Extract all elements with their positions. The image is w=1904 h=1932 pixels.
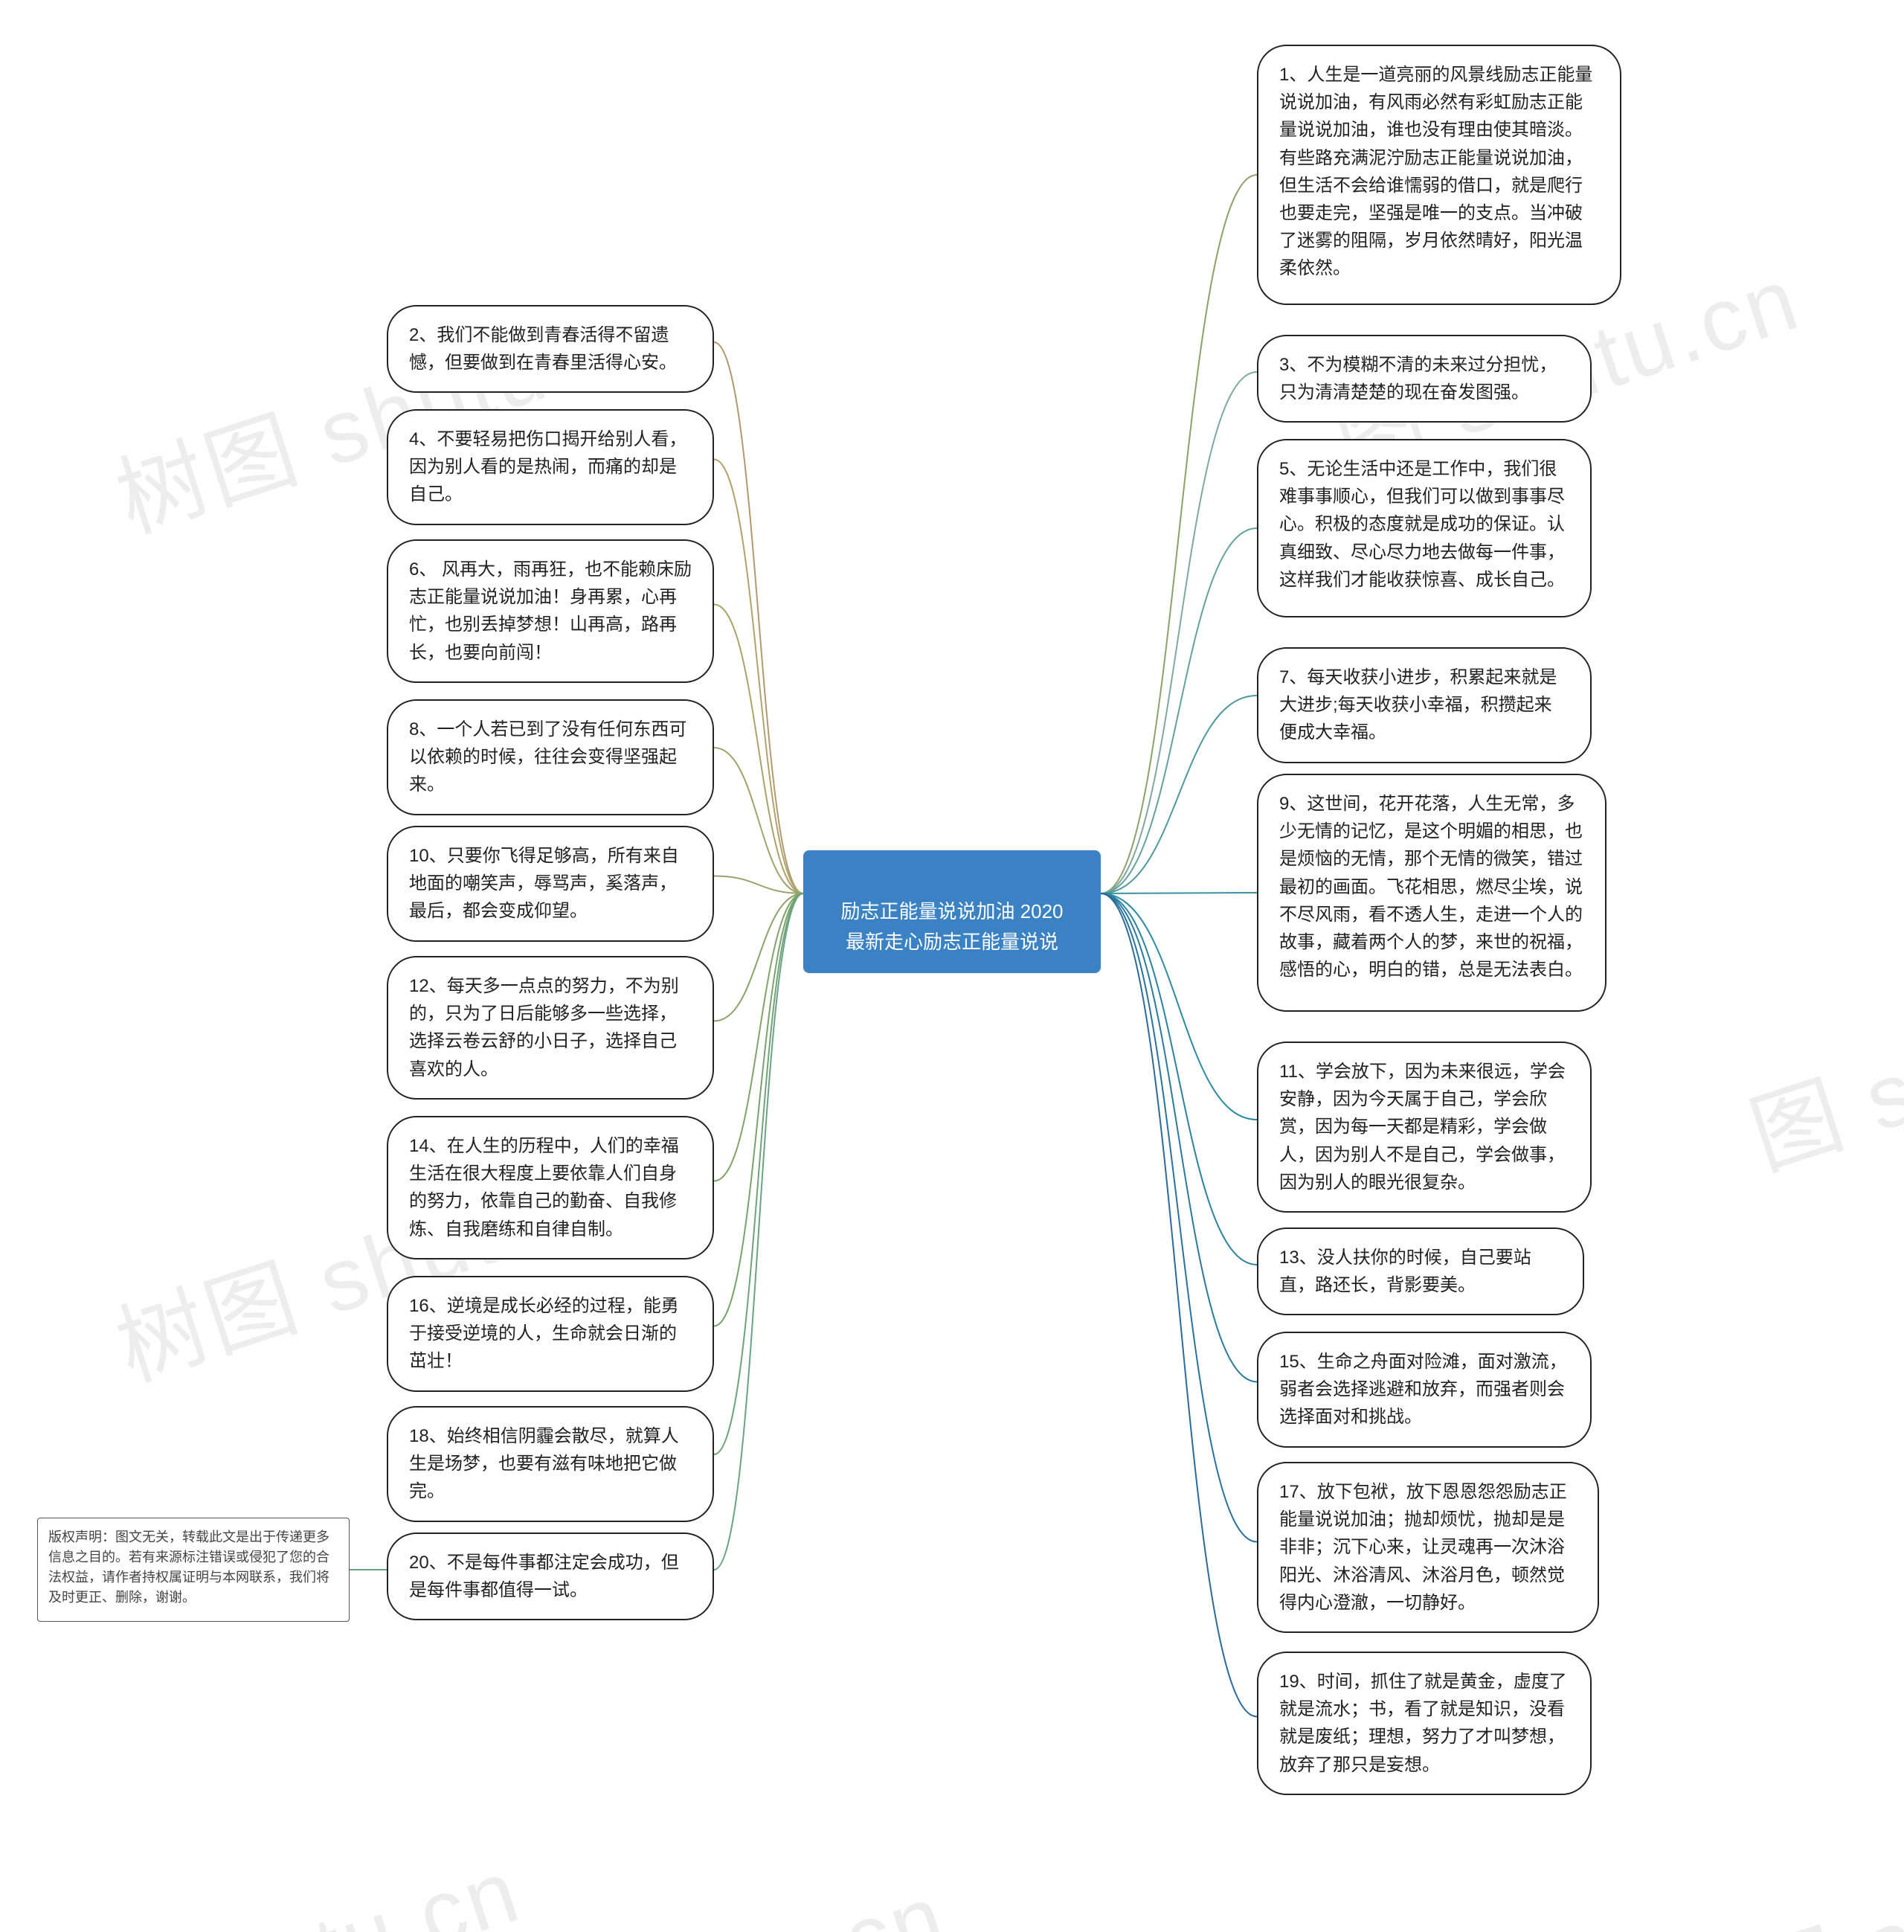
node-r11: 11、学会放下，因为未来很远，学会安静，因为今天属于自己，学会欣赏，因为每一天都… [1257, 1042, 1592, 1213]
node-l4: 4、不要轻易把伤口揭开给别人看，因为别人看的是热闹，而痛的却是自己。 [387, 409, 714, 525]
node-text: 8、一个人若已到了没有任何东西可以依赖的时候，往往会变得坚强起来。 [409, 719, 686, 795]
node-text: 12、每天多一点点的努力，不为别的，只为了日后能够多一些选择，选择云卷云舒的小日… [409, 976, 679, 1079]
watermark: 图 shutu.cn [36, 1818, 534, 1932]
node-l16: 16、逆境是成长必经的过程，能勇于接受逆境的人，生命就会日渐的茁壮！ [387, 1276, 714, 1392]
node-text: 15、生命之舟面对险滩，面对激流，弱者会选择逃避和放弃，而强者则会选择面对和挑战… [1279, 1352, 1567, 1427]
node-r9: 9、这世间，花开花落，人生无常，多少无情的记忆，是这个明媚的相思，也是烦恼的无情… [1257, 774, 1606, 1012]
node-r19: 19、时间，抓住了就是黄金，虚度了就是流水；书，看了就是知识，没看就是废纸；理想… [1257, 1652, 1592, 1795]
node-text: 14、在人生的历程中，人们的幸福生活在很大程度上要依靠人们自身的努力，依靠自己的… [409, 1136, 679, 1239]
copyright-text: 版权声明：图文无关，转载此文是出于传递更多信息之目的。若有来源标注错误或侵犯了您… [48, 1530, 329, 1605]
node-l2: 2、我们不能做到青春活得不留遗憾，但要做到在青春里活得心安。 [387, 305, 714, 393]
copyright-notice: 版权声明：图文无关，转载此文是出于传递更多信息之目的。若有来源标注错误或侵犯了您… [37, 1518, 350, 1622]
watermark: 图 s [1732, 1867, 1904, 1932]
node-text: 16、逆境是成长必经的过程，能勇于接受逆境的人，生命就会日渐的茁壮！ [409, 1296, 679, 1371]
node-text: 9、这世间，花开花落，人生无常，多少无情的记忆，是这个明媚的相思，也是烦恼的无情… [1279, 794, 1583, 980]
node-text: 19、时间，抓住了就是黄金，虚度了就是流水；书，看了就是知识，没看就是废纸；理想… [1279, 1672, 1567, 1775]
node-l14: 14、在人生的历程中，人们的幸福生活在很大程度上要依靠人们自身的努力，依靠自己的… [387, 1116, 714, 1259]
node-text: 1、人生是一道亮丽的风景线励志正能量说说加油，有风雨必然有彩虹励志正能量说说加油… [1279, 65, 1592, 278]
node-r17: 17、放下包袱，放下恩恩怨怨励志正能量说说加油；抛却烦忧，抛却是是非非；沉下心来… [1257, 1462, 1599, 1633]
mindmap-canvas: { "canvas": { "width": 2560, "height": 2… [0, 0, 1904, 1932]
node-l20: 20、不是每件事都注定会成功，但是每件事都值得一试。 [387, 1533, 714, 1620]
node-r5: 5、无论生活中还是工作中，我们很难事事顺心，但我们可以做到事事尽心。积极的态度就… [1257, 439, 1592, 617]
center-topic: 励志正能量说说加油 2020 最新走心励志正能量说说 [803, 850, 1101, 973]
node-l10: 10、只要你飞得足够高，所有来自地面的嘲笑声，辱骂声，奚落声，最后，都会变成仰望… [387, 826, 714, 942]
node-text: 3、不为模糊不清的未来过分担忧，只为清清楚楚的现在奋发图强。 [1279, 355, 1557, 402]
node-text: 17、放下包袱，放下恩恩怨怨励志正能量说说加油；抛却烦忧，抛却是是非非；沉下心来… [1279, 1482, 1567, 1613]
node-text: 11、学会放下，因为未来很远，学会安静，因为今天属于自己，学会欣赏，因为每一天都… [1279, 1062, 1566, 1193]
node-text: 5、无论生活中还是工作中，我们很难事事顺心，但我们可以做到事事尽心。积极的态度就… [1279, 459, 1565, 590]
node-l8: 8、一个人若已到了没有任何东西可以依赖的时候，往往会变得坚强起来。 [387, 699, 714, 815]
node-l12: 12、每天多一点点的努力，不为别的，只为了日后能够多一些选择，选择云卷云舒的小日… [387, 956, 714, 1100]
node-text: 7、每天收获小进步，积累起来就是大进步;每天收获小幸福，积攒起来便成大幸福。 [1279, 667, 1557, 742]
node-text: 4、不要轻易把伤口揭开给别人看，因为别人看的是热闹，而痛的却是自己。 [409, 429, 686, 504]
watermark: u.cn [755, 1864, 959, 1932]
node-text: 2、我们不能做到青春活得不留遗憾，但要做到在青春里活得心安。 [409, 325, 677, 373]
node-r3: 3、不为模糊不清的未来过分担忧，只为清清楚楚的现在奋发图强。 [1257, 335, 1592, 423]
node-text: 18、始终相信阴霾会散尽，就算人生是场梦，也要有滋有味地把它做完。 [409, 1426, 679, 1501]
node-text: 20、不是每件事都注定会成功，但是每件事都值得一试。 [409, 1553, 679, 1600]
node-text: 6、 风再大，雨再狂，也不能赖床励志正能量说说加油！身再累，心再忙，也别丢掉梦想… [409, 559, 692, 663]
node-r13: 13、没人扶你的时候，自己要站直，路还长，背影要美。 [1257, 1227, 1584, 1315]
watermark: 图 s [1732, 1018, 1904, 1193]
node-l18: 18、始终相信阴霾会散尽，就算人生是场梦，也要有滋有味地把它做完。 [387, 1406, 714, 1522]
node-r1: 1、人生是一道亮丽的风景线励志正能量说说加油，有风雨必然有彩虹励志正能量说说加油… [1257, 45, 1621, 305]
node-r15: 15、生命之舟面对险滩，面对激流，弱者会选择逃避和放弃，而强者则会选择面对和挑战… [1257, 1332, 1592, 1448]
node-text: 13、没人扶你的时候，自己要站直，路还长，背影要美。 [1279, 1248, 1531, 1295]
center-topic-text: 励志正能量说说加油 2020 最新走心励志正能量说说 [840, 900, 1063, 952]
node-l6: 6、 风再大，雨再狂，也不能赖床励志正能量说说加油！身再累，心再忙，也别丢掉梦想… [387, 539, 714, 683]
node-text: 10、只要你飞得足够高，所有来自地面的嘲笑声，辱骂声，奚落声，最后，都会变成仰望… [409, 846, 679, 921]
node-r7: 7、每天收获小进步，积累起来就是大进步;每天收获小幸福，积攒起来便成大幸福。 [1257, 647, 1592, 763]
